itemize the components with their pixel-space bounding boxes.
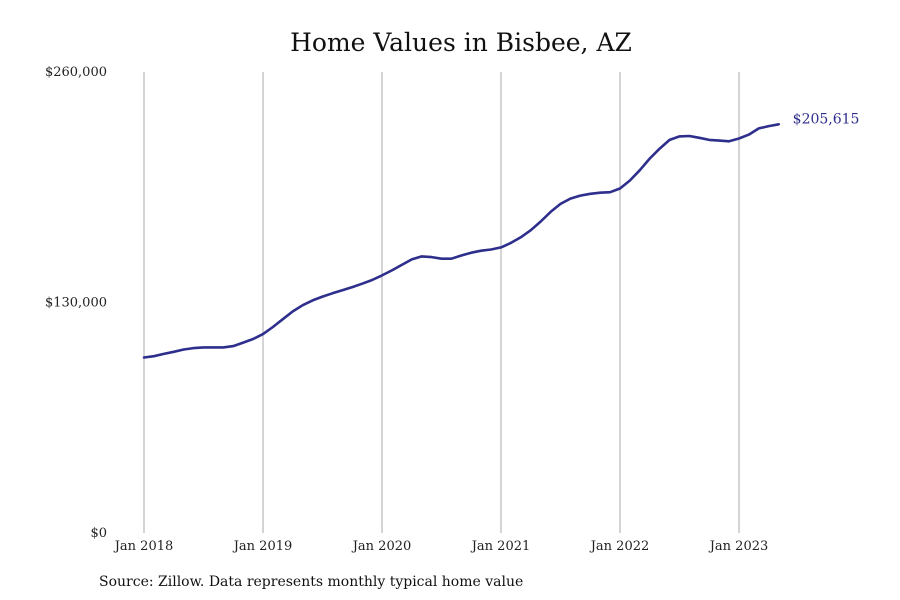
source-note: Source: Zillow. Data represents monthly … [99,574,523,590]
x-tick-label: Jan 2020 [351,539,412,554]
x-tick-label: Jan 2018 [113,539,174,554]
x-tick-label: Jan 2022 [589,539,650,554]
x-axis-ticks: Jan 2018 Jan 2019 Jan 2020 Jan 2021 Jan 2022… [113,539,769,554]
series-line [142,123,781,359]
x-tick-label: Jan 2019 [232,539,293,554]
end-value-label: $205,615 [793,111,860,127]
y-tick-label: $0 [90,526,107,541]
y-axis-ticks: $0 $130,000 $260,000 [45,65,107,541]
gridlines [143,72,740,533]
y-tick-label: $260,000 [45,65,107,80]
x-tick-label: Jan 2023 [708,539,769,554]
chart-title: Home Values in Bisbee, AZ [290,28,632,57]
series-layer: $205,615 [142,111,860,359]
x-tick-label: Jan 2021 [470,539,531,554]
y-tick-label: $130,000 [45,296,107,311]
